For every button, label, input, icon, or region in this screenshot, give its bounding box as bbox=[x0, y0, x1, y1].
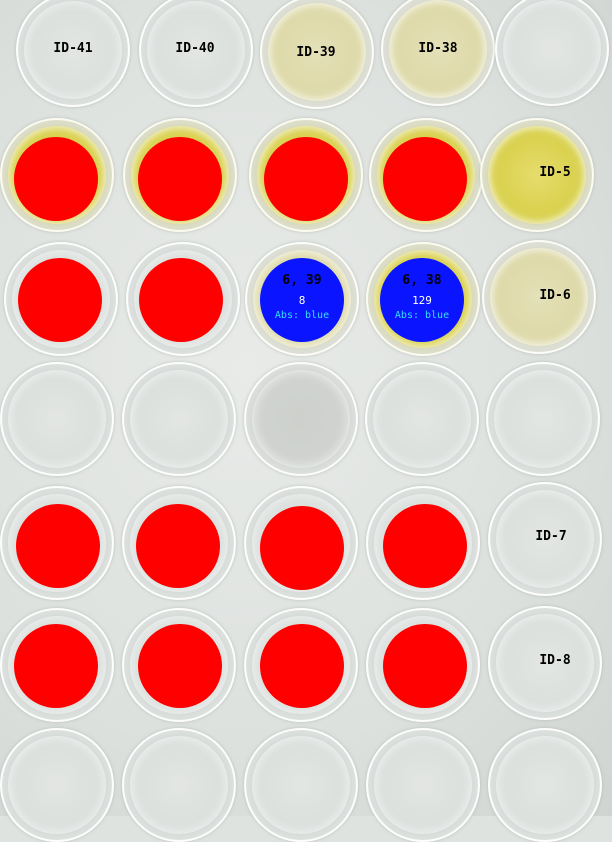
red-marker bbox=[18, 258, 102, 342]
well bbox=[244, 362, 358, 476]
row-label: ID-8 bbox=[539, 653, 571, 668]
column-label: ID-41 bbox=[53, 41, 93, 56]
well bbox=[480, 118, 594, 232]
blue-marker: 6, 38 129 Abs: blue bbox=[380, 258, 464, 342]
row-label: ID-6 bbox=[539, 288, 571, 303]
red-marker bbox=[264, 137, 348, 221]
well bbox=[122, 728, 236, 842]
well bbox=[486, 362, 600, 476]
marker-abs: Abs: blue bbox=[394, 310, 450, 321]
red-marker bbox=[138, 624, 222, 708]
well bbox=[260, 0, 374, 109]
red-marker bbox=[14, 624, 98, 708]
well bbox=[488, 606, 602, 720]
red-marker bbox=[260, 624, 344, 708]
marker-count: 8 bbox=[298, 294, 306, 307]
red-marker bbox=[138, 137, 222, 221]
red-marker bbox=[16, 504, 100, 588]
row-label: ID-7 bbox=[535, 529, 567, 544]
well bbox=[488, 728, 602, 842]
well bbox=[482, 240, 596, 354]
well bbox=[488, 482, 602, 596]
column-label: ID-38 bbox=[418, 41, 458, 56]
well bbox=[139, 0, 253, 107]
well bbox=[366, 728, 480, 842]
marker-title: 6, 38 bbox=[402, 273, 442, 288]
well bbox=[122, 362, 236, 476]
red-marker bbox=[383, 137, 467, 221]
marker-abs: Abs: blue bbox=[274, 310, 330, 321]
blue-marker: 6, 39 8 Abs: blue bbox=[260, 258, 344, 342]
well bbox=[0, 362, 114, 476]
column-label: ID-40 bbox=[175, 41, 215, 56]
marker-title: 6, 39 bbox=[282, 273, 322, 288]
column-label: ID-39 bbox=[296, 45, 336, 60]
red-marker bbox=[14, 137, 98, 221]
well bbox=[365, 362, 479, 476]
marker-count: 129 bbox=[412, 294, 432, 307]
red-marker bbox=[139, 258, 223, 342]
row-label: ID-5 bbox=[539, 165, 571, 180]
red-marker bbox=[383, 504, 467, 588]
red-marker bbox=[136, 504, 220, 588]
well bbox=[381, 0, 495, 106]
well bbox=[495, 0, 609, 106]
red-marker bbox=[260, 506, 344, 590]
well bbox=[16, 0, 130, 107]
well bbox=[0, 728, 114, 842]
red-marker bbox=[383, 624, 467, 708]
well bbox=[244, 728, 358, 842]
